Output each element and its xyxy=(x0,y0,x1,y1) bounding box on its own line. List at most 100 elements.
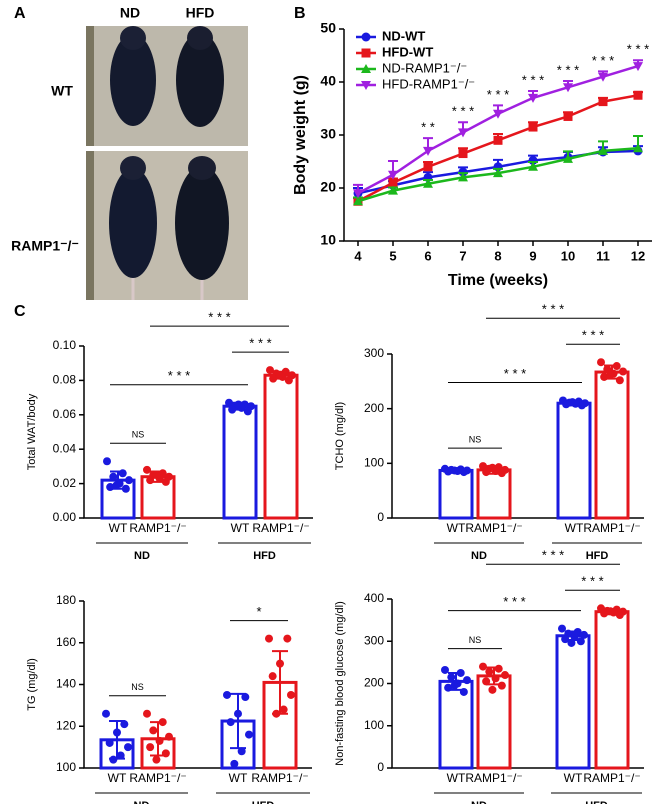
data-point xyxy=(120,720,129,729)
group-label: HFD xyxy=(253,550,276,562)
data-point xyxy=(146,743,155,752)
bar xyxy=(438,679,474,770)
marker xyxy=(563,153,573,163)
data-point xyxy=(276,659,284,668)
data-point xyxy=(479,462,487,471)
data-point xyxy=(146,476,155,485)
significance-label: NS xyxy=(469,434,482,444)
data-point xyxy=(606,607,615,616)
legend-label: HFD-WT xyxy=(382,44,433,59)
x-tick-label: 12 xyxy=(631,248,645,263)
data-point xyxy=(113,728,121,737)
column-label: ND xyxy=(120,5,140,21)
marker xyxy=(598,72,608,82)
y-axis-title: Total WAT/body xyxy=(26,393,38,470)
bar xyxy=(476,468,512,520)
data-point xyxy=(265,634,273,643)
data-point xyxy=(121,484,130,493)
y-tick-label: 0.06 xyxy=(53,407,77,421)
significance-label: * * xyxy=(421,120,435,135)
legend-marker xyxy=(361,48,371,58)
significance-label: * * * xyxy=(542,548,564,563)
data-point xyxy=(447,673,456,682)
data-point xyxy=(562,400,571,409)
y-tick-label: 400 xyxy=(364,591,384,605)
legend-label: ND-RAMP1⁻/⁻ xyxy=(382,60,467,75)
legend-marker xyxy=(361,32,371,42)
marker xyxy=(633,143,643,153)
data-point xyxy=(284,376,293,385)
data-point xyxy=(619,367,627,376)
data-point xyxy=(230,759,239,768)
marker xyxy=(528,93,538,103)
data-point xyxy=(241,693,250,702)
data-point xyxy=(223,690,231,699)
data-point xyxy=(269,374,278,383)
x-tick-label: RAMP1⁻/⁻ xyxy=(251,771,308,785)
data-point xyxy=(161,477,170,486)
y-axis-title: TG (mg/dl) xyxy=(26,658,38,711)
panel-label: A xyxy=(14,5,26,22)
data-point xyxy=(450,681,459,690)
bar xyxy=(263,373,299,520)
y-tick-label: 0.10 xyxy=(53,338,77,352)
significance-label: * * * xyxy=(522,72,544,87)
row-label: WT xyxy=(51,83,73,99)
bar xyxy=(555,634,591,770)
marker xyxy=(633,62,643,72)
significance-label: * * * xyxy=(503,594,525,609)
group-label: ND xyxy=(134,800,150,804)
marker xyxy=(528,122,538,132)
y-tick-label: 160 xyxy=(56,635,76,649)
legend-label: HFD-RAMP1⁻/⁻ xyxy=(382,76,475,91)
data-point xyxy=(482,677,491,686)
data-point xyxy=(568,398,577,407)
significance-label: NS xyxy=(131,682,144,692)
significance-label: * * * xyxy=(504,366,526,381)
data-point xyxy=(158,718,167,727)
data-point xyxy=(485,667,494,676)
group-label: ND xyxy=(471,800,487,804)
x-tick-label: 9 xyxy=(529,248,536,263)
data-point xyxy=(279,705,288,714)
y-tick-label: 180 xyxy=(56,593,76,607)
significance-label: * * * xyxy=(168,368,190,383)
data-point xyxy=(272,709,281,718)
panel-label: B xyxy=(294,5,306,22)
marker xyxy=(493,135,503,145)
y-axis-title: Non-fasting blood glucose (mg/dl) xyxy=(334,601,346,765)
marker xyxy=(563,83,573,93)
group-label: ND xyxy=(134,550,150,562)
data-point xyxy=(152,471,161,479)
mouse-photo xyxy=(86,26,248,300)
data-point xyxy=(234,709,242,718)
data-point xyxy=(226,718,235,727)
data-point xyxy=(152,755,161,764)
data-point xyxy=(600,609,609,618)
marker xyxy=(388,170,398,180)
y-tick-label: 300 xyxy=(364,346,384,360)
x-tick-label: RAMP1⁻/⁻ xyxy=(252,521,309,535)
data-point xyxy=(118,469,127,478)
marker xyxy=(563,111,573,121)
data-point xyxy=(143,465,151,474)
x-tick-label: 11 xyxy=(596,248,610,263)
data-point xyxy=(567,638,576,647)
bar xyxy=(556,401,592,520)
bar xyxy=(438,468,474,520)
x-tick-label: 5 xyxy=(389,248,396,263)
x-tick-label: RAMP1⁻/⁻ xyxy=(465,771,522,785)
data-point xyxy=(441,665,449,674)
y-tick-label: 100 xyxy=(364,456,384,470)
y-tick-label: 100 xyxy=(364,718,384,732)
x-axis-title: Time (weeks) xyxy=(448,272,548,289)
data-point xyxy=(102,709,110,718)
y-tick-label: 0.08 xyxy=(53,373,77,387)
marker xyxy=(423,146,433,156)
data-point xyxy=(106,483,115,492)
bar xyxy=(594,610,630,770)
significance-label: * * * xyxy=(487,87,509,102)
x-tick-label: WT xyxy=(564,771,583,785)
marker xyxy=(493,168,503,178)
data-point xyxy=(497,469,506,478)
